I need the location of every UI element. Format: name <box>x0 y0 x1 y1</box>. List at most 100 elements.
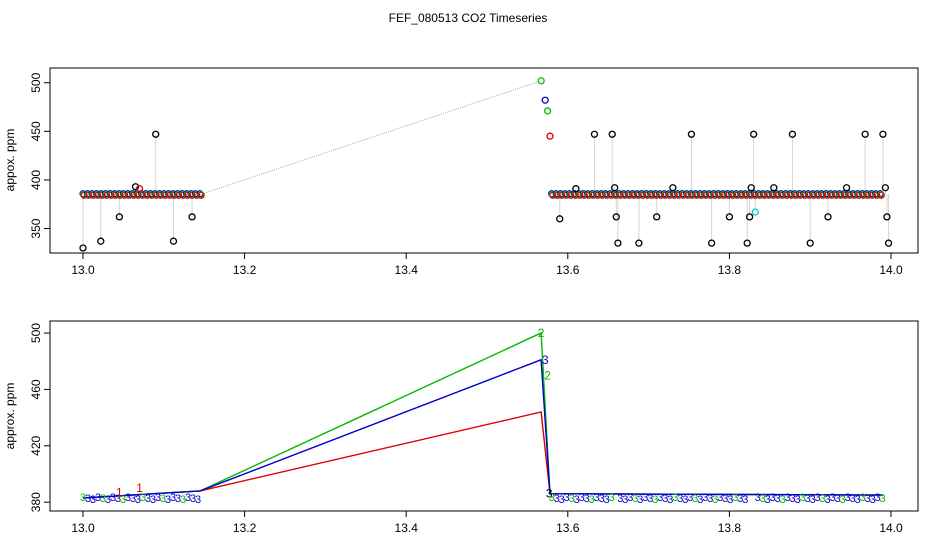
bottom-x-tick-label-4: 13.8 <box>718 521 742 535</box>
bottom-band-label-38: 3 <box>622 494 628 506</box>
top-outlier-point-31 <box>788 130 797 138</box>
top-band-point-218 <box>751 191 759 199</box>
top-outlier-point-36 <box>879 130 887 138</box>
top-points <box>79 77 893 252</box>
top-band-point-173 <box>684 191 692 199</box>
bottom-band-label-58: 3 <box>722 493 728 505</box>
bottom-band-label-78: 3 <box>830 492 836 504</box>
top-band-point-107 <box>585 191 593 199</box>
top-outlier-point-24 <box>725 213 734 221</box>
bottom-x-tick-label-0: 13.0 <box>71 521 95 535</box>
top-band-point-131 <box>621 191 629 199</box>
top-band-point-158 <box>661 191 669 199</box>
top-band-point-176 <box>688 191 696 199</box>
bottom-band-label-2: 3 <box>90 494 96 506</box>
top-band-point-254 <box>805 191 813 199</box>
bottom-band-label-28: 3 <box>569 493 575 505</box>
top-band-point-119 <box>603 191 611 199</box>
top-band-point-38 <box>134 191 142 199</box>
top-outlier-point-32 <box>806 239 814 247</box>
bottom-band-label-39: 3 <box>627 492 633 504</box>
top-band-point-242 <box>787 191 795 199</box>
top-outlier-point-34 <box>842 184 851 192</box>
top-band-point-170 <box>679 191 687 199</box>
top-band-point-182 <box>697 191 705 199</box>
top-band-point-212 <box>742 191 750 199</box>
top-outlier-point-28 <box>749 130 758 138</box>
top-band-point-251 <box>801 191 809 199</box>
top-x-tick-label-4: 13.8 <box>718 263 742 277</box>
top-band-point-287 <box>855 191 863 199</box>
top-band-point-17 <box>103 191 111 199</box>
top-band-point-233 <box>774 191 782 199</box>
top-band-point-161 <box>666 191 674 199</box>
top-band-point-209 <box>738 191 746 199</box>
top-band-point-20 <box>107 191 115 199</box>
top-outlier-point-13 <box>572 185 580 193</box>
bottom-band-label-79: 3 <box>835 493 841 505</box>
top-outlier-point-5 <box>152 130 160 138</box>
bottom-band-label-36: 3 <box>609 492 615 504</box>
top-x-tick-label-0: 13.0 <box>71 263 95 277</box>
top-band-point-104 <box>580 191 588 199</box>
top-band-point-299 <box>873 191 881 199</box>
bottom-band-label-33: 3 <box>594 492 600 504</box>
top-x-tick-label-3: 13.6 <box>556 263 580 277</box>
top-band-point-14 <box>98 191 106 199</box>
bottom-band-label-5: 3 <box>105 494 111 506</box>
bottom-band-label-66: 3 <box>770 492 776 504</box>
bottom-x-tick-label-1: 13.2 <box>233 521 257 535</box>
bottom-band-label-45: 3 <box>657 492 663 504</box>
top-band-point-239 <box>783 191 791 199</box>
top-panel-ylabel: appox. ppm <box>3 129 17 192</box>
bottom-band-label-15: 3 <box>155 492 161 504</box>
bottom-band-label-72: 3 <box>800 492 806 504</box>
top-band-point-47 <box>148 191 156 199</box>
top-band-point-53 <box>157 191 165 199</box>
bottom-band-label-40: 3 <box>632 493 638 505</box>
bottom-band-label-67: 3 <box>775 493 781 505</box>
top-outlier-point-30 <box>770 184 778 192</box>
bottom-band-label-51: 3 <box>687 492 693 504</box>
top-band-point-215 <box>747 191 755 199</box>
top-band-point-290 <box>859 191 867 199</box>
bottom-band-label-74: 3 <box>810 494 816 506</box>
top-band-point-59 <box>166 191 174 199</box>
bottom-band-label-83: 3 <box>855 494 861 506</box>
top-outlier-point-21 <box>669 184 677 192</box>
top-outlier-point-14 <box>590 130 599 138</box>
top-band-point-260 <box>814 191 822 199</box>
bottom-band-label-30: 3 <box>579 492 585 504</box>
bottom-band-label-23: 3 <box>195 494 201 506</box>
bottom-y-tick-label-0: 380 <box>29 492 43 512</box>
bottom-y-tick-label-2: 460 <box>29 379 43 399</box>
top-band-point-8 <box>89 191 97 199</box>
top-outlier-point-18 <box>614 239 622 247</box>
top-outlier-point-17 <box>612 213 620 221</box>
bottom-band-label-34: 3 <box>599 493 605 505</box>
bottom-band-label-87: 3 <box>875 492 881 504</box>
bottom-y-tick-label-1: 420 <box>29 435 43 455</box>
bottom-panel: approx. ppm 13.0 13.2 13.4 13.6 13.8 14.0 380 4… <box>3 320 919 535</box>
top-band-point-206 <box>733 191 741 199</box>
bottom-band-label-49: 3 <box>677 493 683 505</box>
bottom-point-label-0: 2 <box>538 326 545 340</box>
top-outlier-point-8 <box>537 77 545 85</box>
top-outlier-point-3 <box>131 183 140 191</box>
top-band-point-137 <box>630 191 638 199</box>
top-outlier-point-23 <box>707 239 716 247</box>
bottom-band-label-75: 3 <box>815 492 821 504</box>
bottom-band-label-68: 3 <box>780 494 786 506</box>
top-band-point-221 <box>756 191 764 199</box>
bottom-band-label-53: 3 <box>697 494 703 506</box>
top-band-point-194 <box>715 191 723 199</box>
bottom-point-label-4: 1 <box>116 485 123 499</box>
top-band-point-266 <box>823 191 831 199</box>
bottom-band-label-44: 3 <box>652 494 658 506</box>
top-band-point-269 <box>828 191 836 199</box>
top-band-point-167 <box>675 191 683 199</box>
top-band-point-29 <box>121 191 129 199</box>
bottom-band-label-9: 3 <box>125 492 131 504</box>
top-outlier-point-22 <box>687 130 696 138</box>
